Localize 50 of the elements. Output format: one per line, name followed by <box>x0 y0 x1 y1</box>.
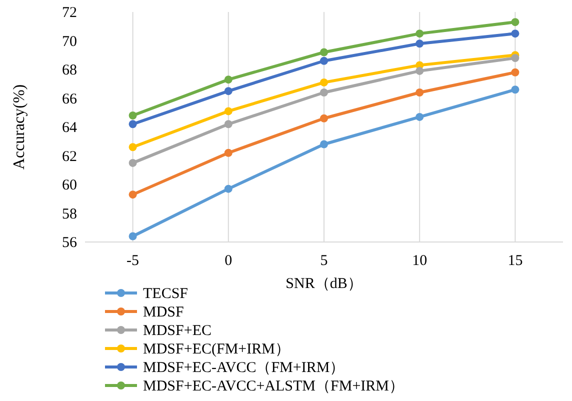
legend-label: MDSF+EC <box>143 323 212 339</box>
legend-label: MDSF+EC-AVCC（FM+IRM） <box>143 360 345 376</box>
y-tick-label: 58 <box>62 206 77 222</box>
point <box>320 140 328 148</box>
point <box>511 30 520 38</box>
x-tick-label: 15 <box>508 253 523 269</box>
legend-label: MDSF+EC(FM+IRM） <box>143 342 290 358</box>
point <box>416 88 424 96</box>
point <box>320 48 328 56</box>
point <box>416 112 424 121</box>
y-tick-label: 56 <box>62 235 78 251</box>
legend-label: TECSF <box>143 286 188 302</box>
point <box>320 88 328 96</box>
y-tick-label: 68 <box>62 62 77 78</box>
y-tick-label: 72 <box>62 5 77 21</box>
x-tick-label: -5 <box>126 253 140 269</box>
y-axis-title: Accuracy(%) <box>11 84 28 170</box>
point <box>416 30 424 38</box>
point <box>224 120 232 128</box>
y-tick-label: 62 <box>62 148 77 165</box>
point <box>320 78 328 86</box>
point <box>128 143 137 152</box>
point <box>511 86 520 94</box>
point <box>224 87 232 96</box>
point <box>320 114 328 122</box>
legend-label: MDSF <box>143 304 184 320</box>
y-tick-label: 64 <box>62 120 78 136</box>
x-tick-label: 0 <box>224 253 232 269</box>
point <box>224 148 232 157</box>
x-tick-label: 10 <box>412 253 428 269</box>
y-tick-label: 60 <box>62 178 77 194</box>
point <box>224 76 232 84</box>
point <box>128 190 137 199</box>
point <box>128 158 137 167</box>
point <box>320 56 328 65</box>
point <box>128 112 137 120</box>
point <box>128 232 137 240</box>
point <box>224 107 232 116</box>
x-tick-label: 5 <box>320 253 328 269</box>
point <box>511 68 520 76</box>
point <box>511 54 520 62</box>
y-tick-label: 66 <box>62 91 78 108</box>
y-tick-label: 70 <box>62 34 77 50</box>
x-axis-title: SNR（dB） <box>286 276 362 292</box>
point <box>416 40 424 48</box>
legend-label: MDSF+EC-AVCC+ALSTM（FM+IRM） <box>143 378 404 394</box>
point <box>224 184 232 193</box>
point <box>416 66 424 75</box>
point <box>128 120 137 128</box>
point <box>511 18 520 26</box>
